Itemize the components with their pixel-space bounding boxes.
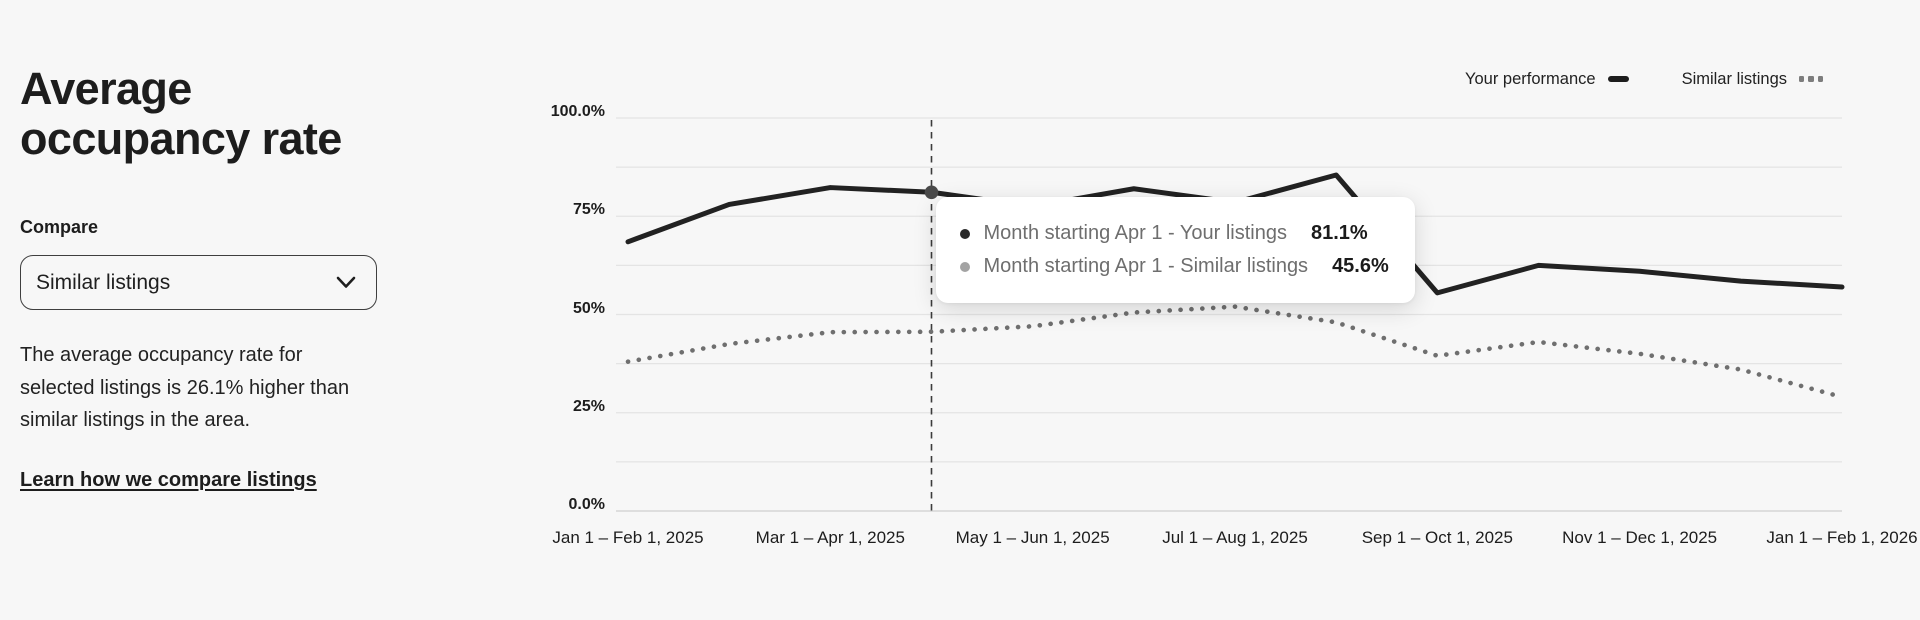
chart-tooltip: Month starting Apr 1 - Your listings 81.… bbox=[935, 197, 1415, 303]
learn-compare-link[interactable]: Learn how we compare listings bbox=[20, 469, 317, 491]
chevron-down-icon bbox=[336, 276, 356, 288]
legend-item-similar-listings[interactable]: Similar listings bbox=[1682, 70, 1824, 89]
page-title: Average occupancy rate bbox=[20, 63, 342, 164]
chart-legend: Your performance Similar listings bbox=[1465, 67, 1824, 91]
tooltip-value: 81.1% bbox=[1311, 222, 1368, 244]
legend-label: Similar listings bbox=[1681, 69, 1787, 88]
gray-dot-icon bbox=[959, 261, 970, 272]
tooltip-label: Month starting Apr 1 - Similar listings bbox=[983, 255, 1309, 277]
tooltip-value: 45.6% bbox=[1332, 255, 1389, 277]
tooltip-label: Month starting Apr 1 - Your listings bbox=[983, 222, 1288, 244]
compare-select[interactable]: Similar listings bbox=[20, 255, 377, 310]
black-dot-icon bbox=[959, 228, 970, 239]
tooltip-row-your-listings: Month starting Apr 1 - Your listings 81.… bbox=[959, 217, 1389, 250]
hover-point-marker bbox=[924, 185, 939, 200]
dotted-line-marker-icon bbox=[1799, 76, 1824, 82]
left-panel: Average occupancy rate Compare Similar l… bbox=[20, 0, 400, 620]
series-line-similar-listings bbox=[625, 304, 1845, 400]
tooltip-row-similar-listings: Month starting Apr 1 - Similar listings … bbox=[959, 250, 1389, 283]
legend-item-your-performance[interactable]: Your performance bbox=[1465, 70, 1629, 89]
solid-line-marker-icon bbox=[1607, 76, 1629, 82]
compare-select-value: Similar listings bbox=[36, 270, 171, 294]
comparison-summary-text: The average occupancy rate for selected … bbox=[20, 344, 350, 431]
compare-label: Compare bbox=[20, 217, 99, 237]
legend-label: Your performance bbox=[1465, 69, 1596, 88]
